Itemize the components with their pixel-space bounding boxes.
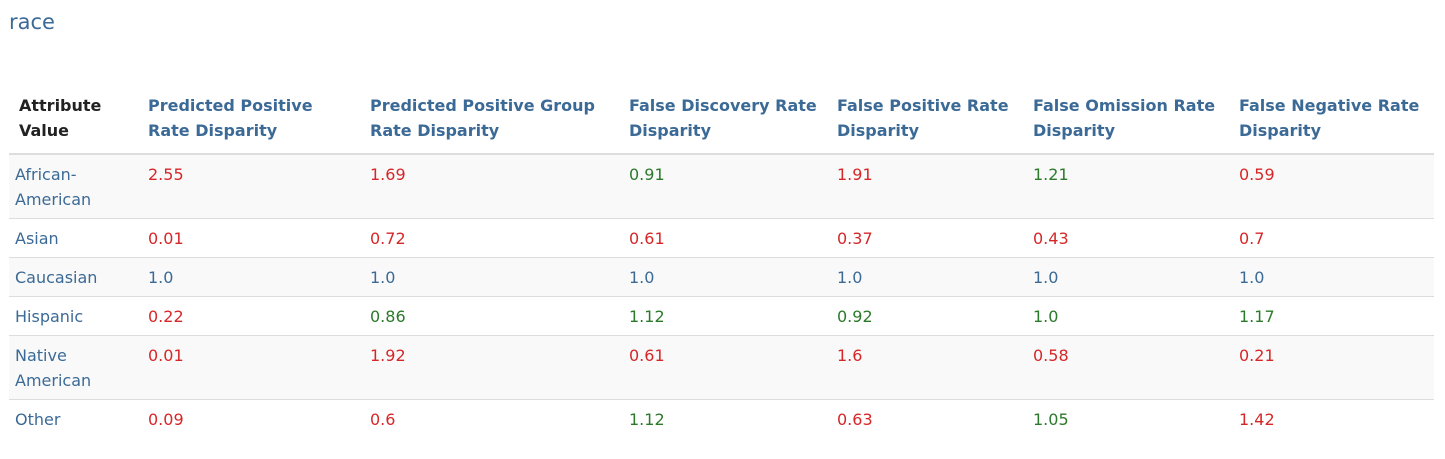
attribute-value-cell: Caucasian	[9, 257, 142, 297]
header-predicted-positive-rate-disparity[interactable]: Predicted Positive Rate Disparity	[142, 92, 364, 155]
disparity-value-cell: 1.17	[1233, 296, 1434, 336]
disparity-value-cell: 0.09	[142, 399, 364, 438]
disparity-value-cell: 0.22	[142, 296, 364, 336]
section-title: race	[9, 10, 55, 34]
header-false-negative-rate-disparity[interactable]: False Negative Rate Disparity	[1233, 92, 1434, 155]
disparity-value-cell: 0.58	[1027, 335, 1233, 400]
disparity-value-cell: 0.7	[1233, 218, 1434, 258]
header-attribute-value: Attribute Value	[9, 92, 142, 155]
header-predicted-positive-group-rate-disparity[interactable]: Predicted Positive Group Rate Disparity	[364, 92, 623, 155]
table-row: Other 0.09 0.6 1.12 0.63 1.05 1.42	[9, 399, 1434, 438]
disparity-value-cell: 1.12	[623, 296, 831, 336]
disparity-value-cell: 1.05	[1027, 399, 1233, 438]
attribute-value-cell: Other	[9, 399, 142, 438]
disparity-value-cell: 1.6	[831, 335, 1027, 400]
header-row: Attribute Value Predicted Positive Rate …	[9, 92, 1434, 155]
table-row: African-American 2.55 1.69 0.91 1.91 1.21 0.59	[9, 154, 1434, 219]
disparity-value-cell: 0.21	[1233, 335, 1434, 400]
attribute-value-cell: Hispanic	[9, 296, 142, 336]
disparity-value-cell: 1.92	[364, 335, 623, 400]
disparity-value-cell: 0.86	[364, 296, 623, 336]
disparity-value-cell: 1.0	[1027, 296, 1233, 336]
disparity-value-cell: 0.01	[142, 335, 364, 400]
table-row: Native American 0.01 1.92 0.61 1.6 0.58 0.21	[9, 335, 1434, 400]
table-row: Asian 0.01 0.72 0.61 0.37 0.43 0.7	[9, 218, 1434, 258]
disparity-value-cell: 1.91	[831, 154, 1027, 219]
attribute-value-cell: Asian	[9, 218, 142, 258]
disparity-value-cell: 1.0	[364, 257, 623, 297]
disparity-value-cell: 0.37	[831, 218, 1027, 258]
disparity-value-cell: 1.42	[1233, 399, 1434, 438]
disparity-value-cell: 0.72	[364, 218, 623, 258]
table-row: Caucasian 1.0 1.0 1.0 1.0 1.0 1.0	[9, 257, 1434, 297]
disparity-value-cell: 1.69	[364, 154, 623, 219]
disparity-value-cell: 0.92	[831, 296, 1027, 336]
table-header: Attribute Value Predicted Positive Rate …	[9, 92, 1434, 155]
disparity-value-cell: 1.0	[142, 257, 364, 297]
disparity-value-cell: 1.12	[623, 399, 831, 438]
disparity-value-cell: 1.0	[831, 257, 1027, 297]
disparity-value-cell: 1.21	[1027, 154, 1233, 219]
disparity-value-cell: 1.0	[1027, 257, 1233, 297]
disparity-value-cell: 2.55	[142, 154, 364, 219]
attribute-value-cell: African-American	[9, 154, 142, 219]
disparity-table: Attribute Value Predicted Positive Rate …	[9, 92, 1434, 438]
disparity-value-cell: 0.91	[623, 154, 831, 219]
disparity-value-cell: 0.59	[1233, 154, 1434, 219]
disparity-value-cell: 0.61	[623, 218, 831, 258]
disparity-value-cell: 1.0	[1233, 257, 1434, 297]
disparity-value-cell: 0.01	[142, 218, 364, 258]
disparity-value-cell: 0.63	[831, 399, 1027, 438]
disparity-value-cell: 0.61	[623, 335, 831, 400]
disparity-value-cell: 0.43	[1027, 218, 1233, 258]
disparity-value-cell: 1.0	[623, 257, 831, 297]
attribute-value-cell: Native American	[9, 335, 142, 400]
table-row: Hispanic 0.22 0.86 1.12 0.92 1.0 1.17	[9, 296, 1434, 336]
table-body: African-American 2.55 1.69 0.91 1.91 1.21 0.59…	[9, 154, 1434, 438]
header-false-discovery-rate-disparity[interactable]: False Discovery Rate Disparity	[623, 92, 831, 155]
header-false-omission-rate-disparity[interactable]: False Omission Rate Disparity	[1027, 92, 1233, 155]
header-false-positive-rate-disparity[interactable]: False Positive Rate Disparity	[831, 92, 1027, 155]
disparity-value-cell: 0.6	[364, 399, 623, 438]
